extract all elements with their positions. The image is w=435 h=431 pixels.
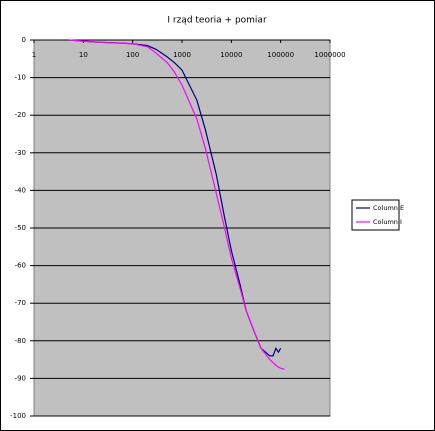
legend-label: Column E: [373, 204, 404, 212]
x-tick-label: 1000: [173, 51, 191, 59]
y-tick-label: -70: [15, 299, 26, 307]
y-tick-label: -80: [15, 337, 26, 345]
y-tick-label: -100: [10, 412, 26, 420]
y-tick-label: 0: [22, 36, 26, 44]
legend-label: Column I: [373, 218, 402, 226]
y-tick-label: -50: [15, 224, 26, 232]
y-tick-label: -30: [15, 149, 26, 157]
y-tick-label: -10: [15, 74, 26, 82]
series-line: [68, 39, 285, 370]
legend-box: [351, 199, 400, 231]
x-tick-label: 1: [32, 51, 36, 59]
y-tick-label: -90: [15, 374, 26, 382]
x-tick-label: 100000: [267, 51, 294, 59]
chart-title: I rząd teoria + pomiar: [167, 16, 267, 26]
x-tick-label: 10000: [220, 51, 242, 59]
y-tick-label: -40: [15, 186, 26, 194]
x-tick-label: 10: [79, 51, 88, 59]
y-tick-label: -20: [15, 111, 26, 119]
y-tick-label: -60: [15, 262, 26, 270]
x-tick-label: 1000000: [314, 51, 345, 59]
x-tick-label: 100: [126, 51, 139, 59]
